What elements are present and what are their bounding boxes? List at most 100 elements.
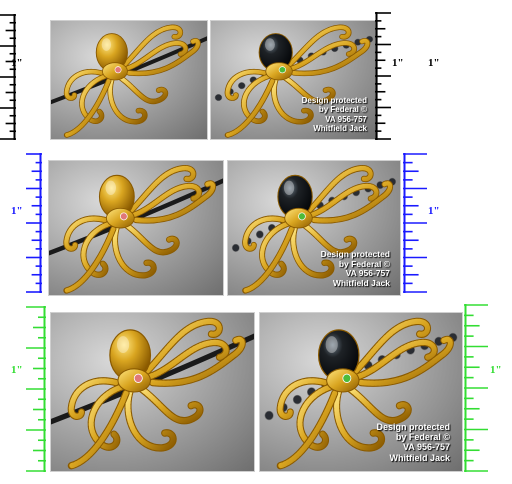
tentacle bbox=[350, 339, 437, 381]
inch-label-right-row2: 1" bbox=[428, 205, 440, 217]
tentacle bbox=[225, 78, 275, 138]
green-gem bbox=[298, 212, 306, 221]
tentacle bbox=[121, 221, 179, 255]
tentacle bbox=[120, 41, 188, 72]
copyright-caption-row3: Design protected by Federal © VA 956-757… bbox=[376, 422, 450, 463]
green-gem bbox=[342, 373, 352, 383]
octopus-gold-photo-row1 bbox=[50, 20, 208, 140]
pearl-bead bbox=[264, 410, 274, 421]
octopus-pearl-photo-row3: Design protected by Federal © VA 956-757… bbox=[259, 312, 463, 472]
octopus-gold-photo-row1-illustration bbox=[51, 24, 207, 138]
octopus-pearl-photo-row1: Design protected by Federal © VA 956-757… bbox=[210, 20, 378, 140]
octopus-gold-photo-row2 bbox=[48, 160, 224, 296]
tentacle bbox=[307, 165, 373, 213]
green-gem bbox=[278, 66, 287, 74]
ruler-right-row1-graphic bbox=[375, 12, 391, 140]
head-highlight bbox=[325, 336, 338, 354]
ruler-left-row3 bbox=[26, 306, 46, 472]
tentacle bbox=[149, 336, 245, 386]
tentacle bbox=[133, 181, 216, 223]
octopus-pearl-photo-row2: Design protected by Federal © VA 956-757… bbox=[227, 160, 401, 296]
octopus-pearl-photo-row2-illustration bbox=[231, 165, 397, 294]
octopus-body bbox=[284, 207, 313, 229]
caption-line-2: by Federal © bbox=[318, 105, 367, 115]
tentacle bbox=[353, 318, 431, 374]
copyright-caption-row1: Design protected by Federal © VA 956-757… bbox=[302, 96, 367, 133]
head-highlight bbox=[101, 38, 112, 51]
tentacle bbox=[123, 25, 183, 67]
tentacle bbox=[64, 216, 107, 251]
tentacle bbox=[64, 69, 103, 101]
tentacle bbox=[311, 181, 393, 223]
caption-line-1: Design protected bbox=[301, 96, 367, 106]
inch-label-right-row1: 1" bbox=[392, 57, 404, 69]
tentacle bbox=[287, 25, 351, 67]
pearl-bead bbox=[214, 93, 223, 102]
tentacle bbox=[304, 183, 379, 219]
caption-line-1: Design protected bbox=[320, 248, 390, 259]
octopus-gold-photo-row3-illustration bbox=[51, 317, 254, 470]
tentacle bbox=[126, 183, 202, 219]
ruler-right-row1 bbox=[375, 12, 391, 140]
tentacle bbox=[144, 318, 222, 374]
ruler-left-row1 bbox=[0, 14, 16, 140]
caption-line-3: VA 956-757 bbox=[345, 268, 390, 279]
caption-line-4: Whitfield Jack bbox=[389, 452, 450, 463]
tentacle bbox=[291, 38, 370, 76]
pink-gem bbox=[114, 66, 122, 74]
tentacle bbox=[125, 388, 176, 451]
ruler-right-row3-graphic bbox=[464, 304, 488, 472]
tentacle bbox=[64, 78, 111, 138]
tentacle bbox=[243, 226, 294, 293]
tentacle bbox=[280, 74, 335, 104]
ruler-left-row2 bbox=[26, 153, 42, 293]
tentacle bbox=[129, 165, 196, 213]
ruler-left-row1-graphic bbox=[0, 14, 16, 140]
inch-label-left-row3: 1" bbox=[11, 364, 23, 376]
octopus-pearl-photo-row1-illustration bbox=[214, 24, 374, 138]
pearl-bead bbox=[292, 394, 302, 405]
tentacle bbox=[112, 224, 156, 278]
tentacle bbox=[135, 384, 203, 424]
tentacle bbox=[277, 378, 328, 419]
tentacle bbox=[291, 224, 334, 278]
pearl-bead bbox=[237, 82, 246, 90]
tentacle bbox=[344, 384, 411, 424]
head-highlight bbox=[264, 38, 275, 51]
tentacle bbox=[358, 336, 453, 386]
pink-gem bbox=[133, 373, 143, 383]
head-highlight bbox=[105, 180, 116, 195]
tentacle bbox=[116, 74, 168, 104]
tentacle bbox=[299, 221, 357, 255]
octopus-body bbox=[117, 368, 151, 393]
pink-gem bbox=[119, 212, 128, 221]
caption-line-4: Whitfield Jack bbox=[332, 278, 390, 289]
ruler-left-row3-graphic bbox=[26, 306, 46, 472]
caption-line-1: Design protected bbox=[376, 421, 450, 432]
inch-label-left-row1: 1" bbox=[11, 57, 23, 69]
tentacle bbox=[285, 41, 357, 72]
caption-line-4: Whitfield Jack bbox=[313, 123, 367, 133]
inch-label-right-row3: 1" bbox=[490, 364, 502, 376]
pearl-bead bbox=[255, 230, 264, 239]
copyright-caption-row2: Design protected by Federal © VA 956-757… bbox=[320, 248, 390, 289]
tentacle bbox=[271, 77, 313, 124]
tentacle bbox=[127, 38, 200, 76]
inch-label-left-row2: 1" bbox=[11, 205, 23, 217]
tentacle bbox=[68, 390, 129, 469]
caption-line-2: by Federal © bbox=[395, 431, 450, 442]
octopus-body bbox=[265, 62, 293, 81]
head-highlight bbox=[116, 336, 130, 354]
octopus-body bbox=[326, 368, 360, 393]
octopus-body bbox=[105, 207, 135, 229]
tentacle bbox=[225, 69, 267, 101]
tentacle bbox=[334, 388, 385, 451]
octopus-pearl-photo-row3-illustration bbox=[264, 317, 458, 470]
tentacle bbox=[108, 77, 147, 124]
head-highlight bbox=[283, 180, 295, 195]
octopus-gold-photo-row3 bbox=[50, 312, 255, 472]
pearl-bead bbox=[231, 243, 240, 252]
tentacle bbox=[64, 226, 116, 293]
octopus-gold-photo-row2-illustration bbox=[49, 165, 223, 294]
ruler-right-row2 bbox=[403, 153, 427, 293]
